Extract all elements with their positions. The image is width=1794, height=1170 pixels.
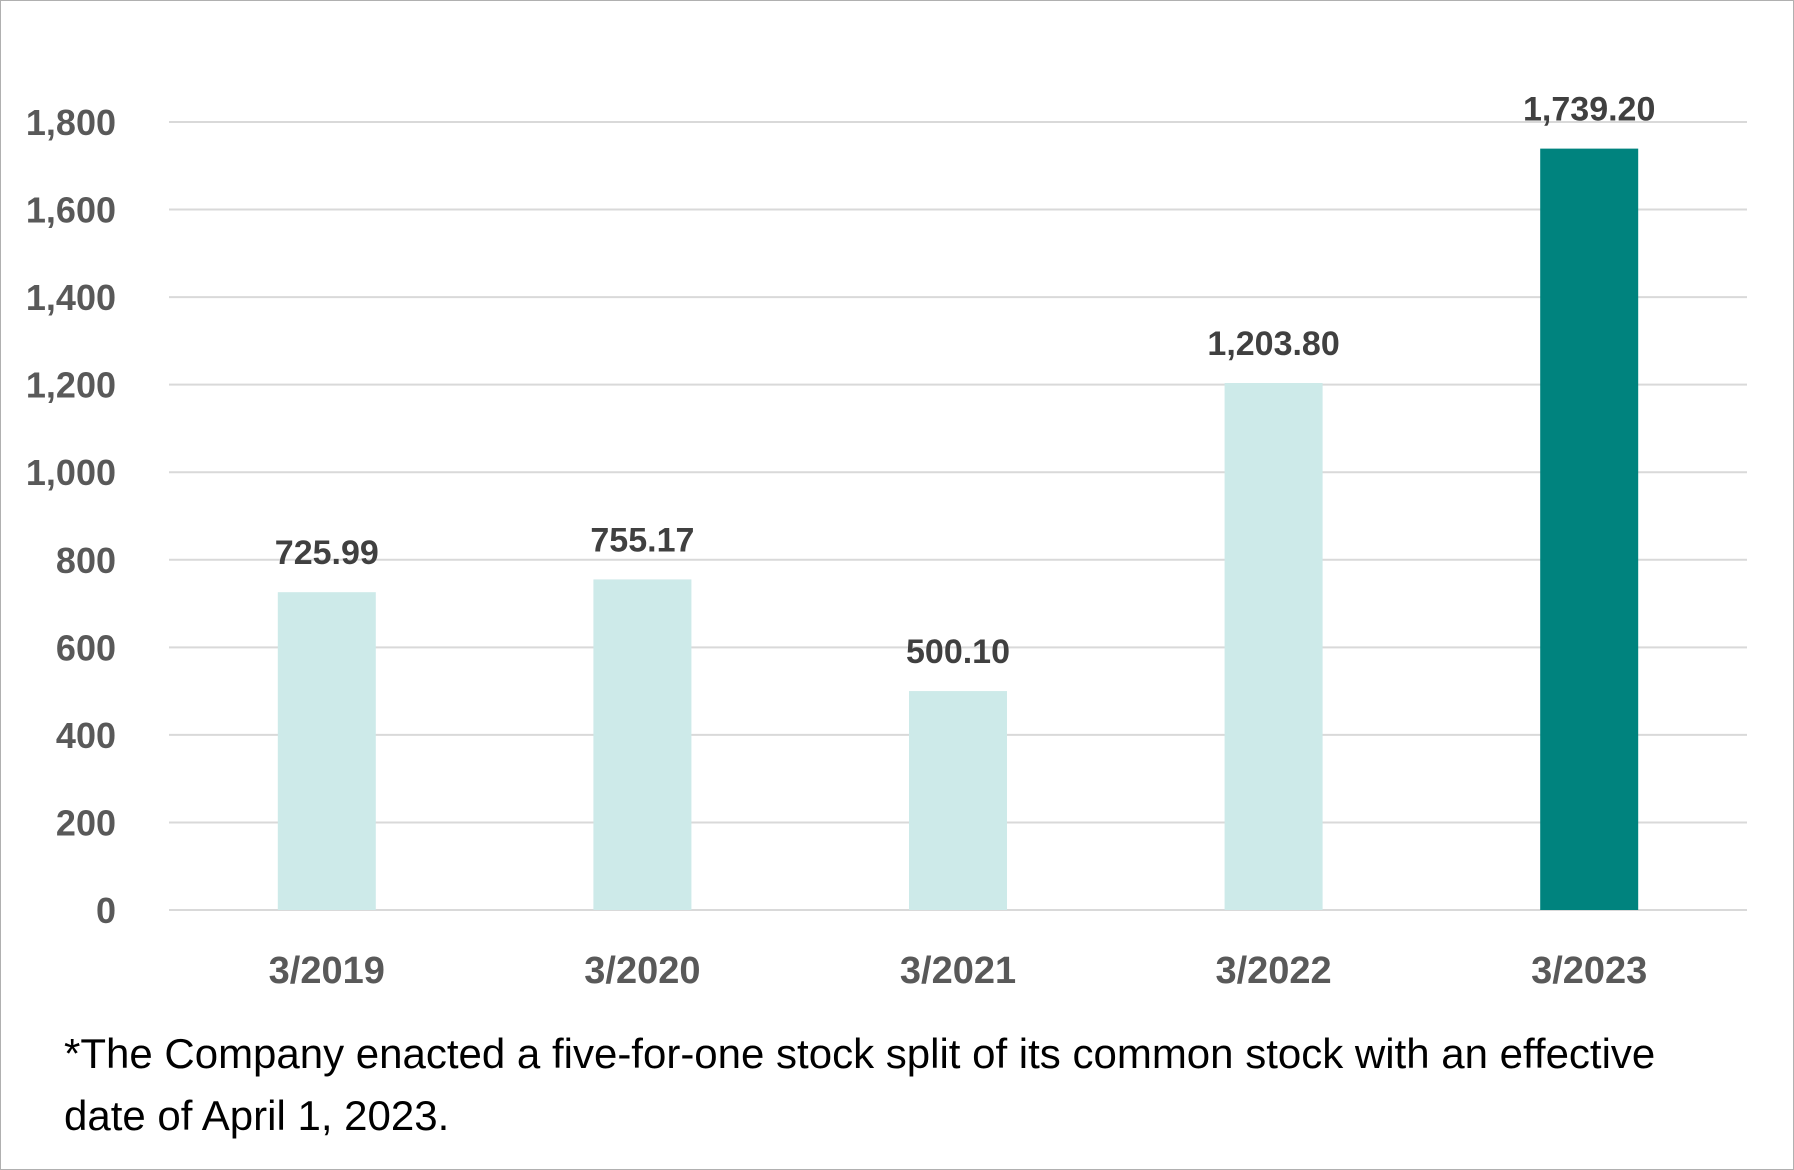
bar (909, 691, 1007, 910)
y-tick-label: 200 (56, 802, 116, 843)
bar (1540, 148, 1639, 910)
y-tick-label: 800 (56, 540, 116, 581)
data-label: 1,203.80 (1207, 325, 1339, 363)
y-tick-label: 1,400 (26, 277, 116, 318)
x-tick-label: 3/2022 (1215, 950, 1331, 992)
data-labels: 725.99 755.17 500.10 1,203.80 1,739.20 (275, 91, 1656, 671)
y-tick-label: 400 (56, 715, 116, 756)
data-label: 755.17 (590, 521, 694, 559)
data-label: 500.10 (906, 633, 1010, 671)
footnote: *The Company enacted a five-for-one stoc… (64, 1030, 1656, 1139)
bar (1224, 383, 1323, 910)
bar (593, 579, 692, 910)
y-tick-label: 1,800 (26, 102, 116, 143)
data-label: 1,739.20 (1523, 91, 1655, 129)
bars (277, 148, 1639, 910)
gridlines (169, 121, 1747, 911)
x-tick-label: 3/2020 (584, 950, 700, 992)
x-axis-ticks: 3/2019 3/2020 3/2021 3/2022 3/2023 (269, 950, 1648, 992)
data-label: 725.99 (275, 534, 379, 572)
x-tick-label: 3/2019 (269, 950, 385, 992)
y-axis-ticks: 0 200 400 600 800 1,000 1,200 1,400 1,600 1,800 (26, 102, 116, 931)
x-tick-label: 3/2021 (900, 950, 1016, 992)
y-tick-label: 1,200 (26, 365, 116, 406)
x-tick-label: 3/2023 (1531, 950, 1647, 992)
y-tick-label: 1,600 (26, 190, 116, 231)
y-tick-label: 0 (96, 890, 116, 931)
y-tick-label: 1,000 (26, 452, 116, 493)
bar (277, 592, 376, 910)
y-tick-label: 600 (56, 627, 116, 668)
